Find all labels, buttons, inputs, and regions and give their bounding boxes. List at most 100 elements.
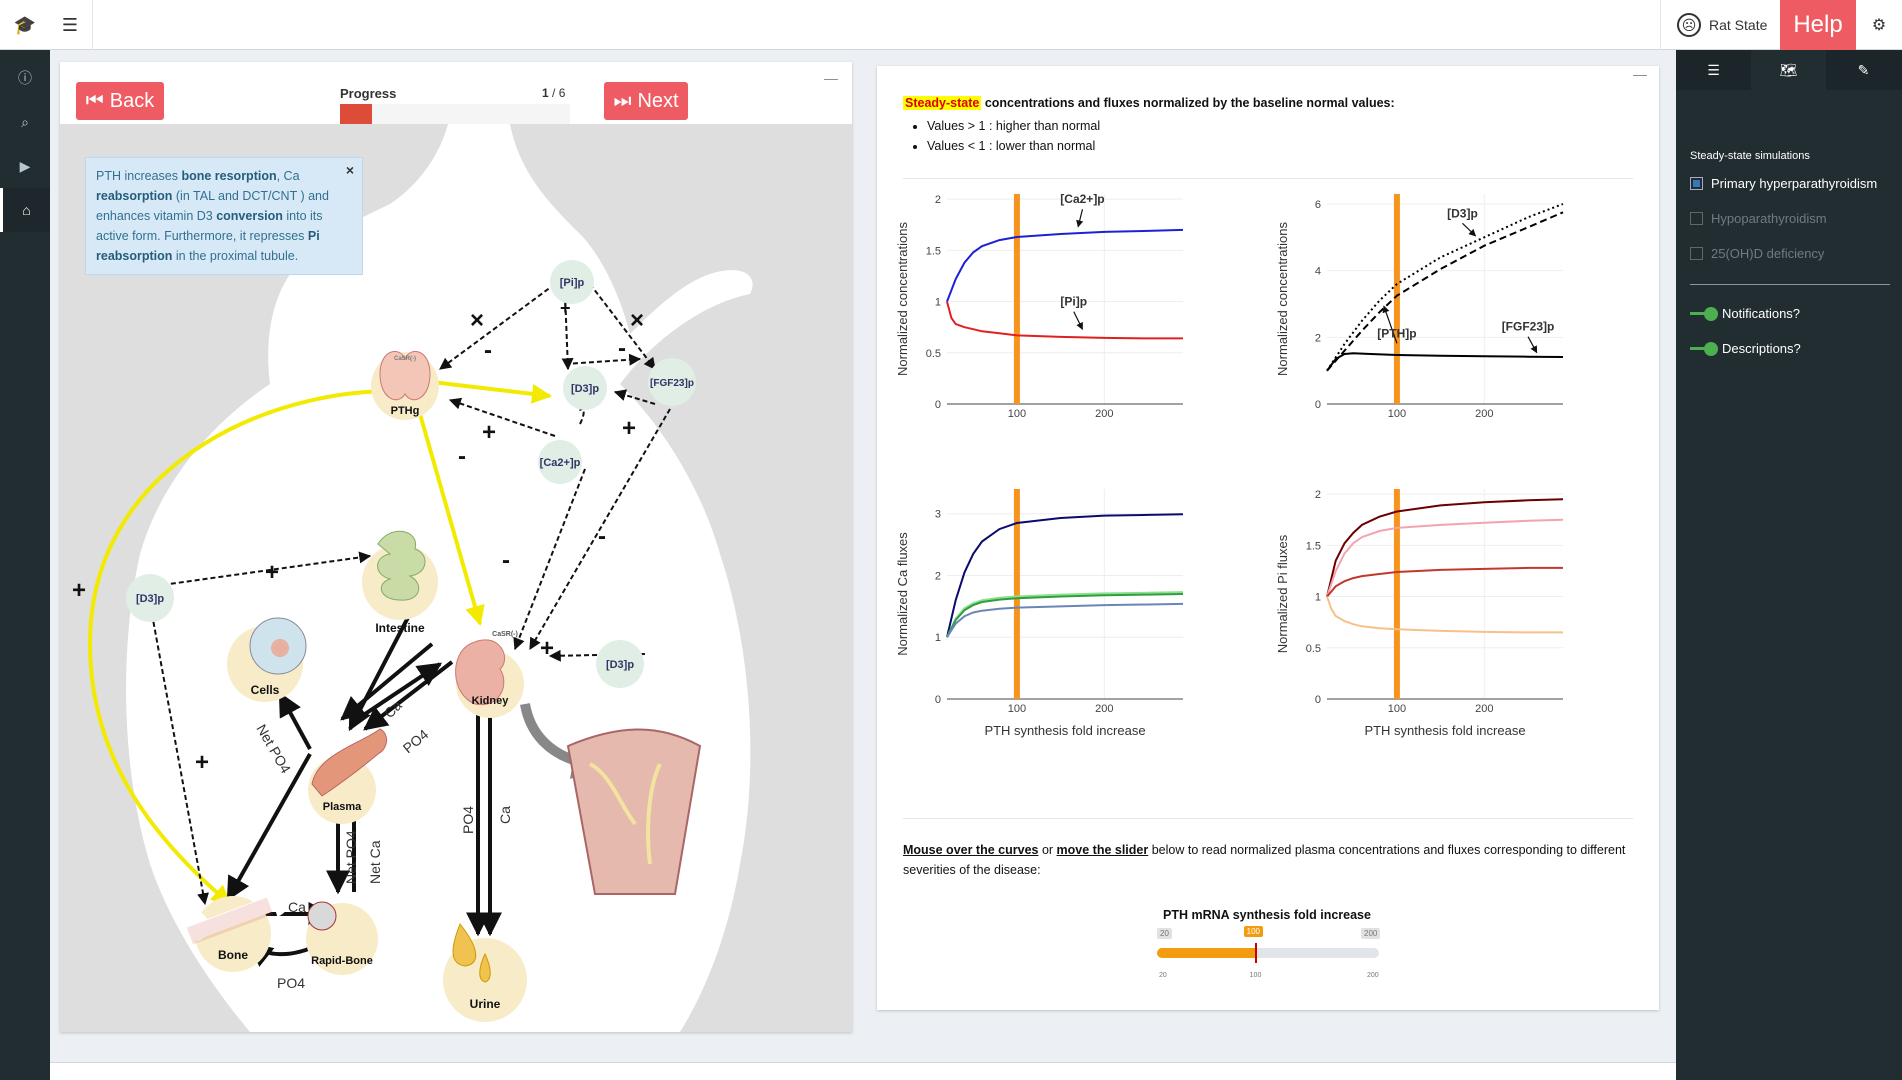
divider <box>1690 284 1890 285</box>
series-line-1[interactable] <box>946 228 1184 302</box>
slider-min-chip: 20 <box>1157 928 1172 939</box>
casr-pthg-label: CaSR(-) <box>394 356 416 362</box>
flux-label: PO4 <box>460 806 476 834</box>
progress-count: 1 / 6 <box>542 86 566 100</box>
sad-face-icon: ☹ <box>1677 13 1701 37</box>
y-tick-label: 0 <box>1315 399 1321 411</box>
fgf23-p-label: [FGF23]p <box>650 378 694 389</box>
sign-label: - <box>598 523 606 550</box>
series-line-4[interactable] <box>946 602 1184 638</box>
series-line-2[interactable] <box>946 591 1184 638</box>
next-label: Next <box>637 89 679 112</box>
graduation-cap-icon[interactable]: 🎓 <box>13 14 37 35</box>
x-axis-label: PTH synthesis fold increase <box>1364 723 1525 738</box>
video-icon[interactable]: ▶ <box>19 157 31 174</box>
cells-label: Cells <box>251 683 280 697</box>
series-line-4[interactable] <box>1326 596 1563 634</box>
urine-drop-icon <box>452 923 477 967</box>
slider-title: PTH mRNA synthesis fold increase <box>1163 908 1371 922</box>
minimize-icon[interactable]: — <box>824 70 838 86</box>
tooltip-emphasis: conversion <box>216 209 283 223</box>
series-line-2[interactable] <box>1326 211 1564 372</box>
series-line-3[interactable] <box>1326 566 1563 598</box>
d3-p-right-node[interactable] <box>596 640 644 688</box>
bone-icon <box>177 885 289 942</box>
rapid-bone-label: Rapid-Bone <box>311 955 373 967</box>
gears-icon[interactable]: ⚙ <box>1871 17 1887 34</box>
minimize-icon[interactable]: — <box>1633 66 1647 82</box>
checkbox[interactable] <box>1690 247 1703 260</box>
annotation-label: [D3]p <box>1447 206 1478 220</box>
close-icon[interactable]: × <box>345 162 354 178</box>
y-tick-label: 0 <box>935 694 941 706</box>
slider-handle[interactable] <box>1254 943 1257 963</box>
chart-2: 100 200 0 2 4 6 Normalized concentrations [D3]p… <box>1275 194 1564 420</box>
urine-drop-icon <box>479 952 491 983</box>
checkbox[interactable] <box>1690 212 1703 225</box>
checkbox[interactable] <box>1690 177 1703 190</box>
pthg-label: PTHg <box>391 405 420 417</box>
fgf23-p-node[interactable] <box>648 358 696 406</box>
ca2-p-node[interactable] <box>538 440 582 484</box>
severity-slider[interactable] <box>1157 943 1379 963</box>
home-icon[interactable]: ⌂ <box>0 188 50 232</box>
x-tick-label: 100 <box>1388 703 1406 715</box>
y-tick-label: 1.5 <box>1306 540 1321 552</box>
series-line-1[interactable] <box>1326 498 1564 597</box>
map-icon[interactable]: 🗺 <box>1751 50 1826 90</box>
plasma-label: Plasma <box>323 801 362 813</box>
bone-label: Bone <box>218 948 248 962</box>
sign-label: + <box>560 298 571 318</box>
annotation-label: [Ca2+]p <box>1060 192 1104 206</box>
help-button[interactable]: Help <box>1780 0 1856 50</box>
ca2-p-label: [Ca2+]p <box>540 457 581 469</box>
series-line-2[interactable] <box>946 301 1183 340</box>
series-line-1[interactable] <box>946 513 1184 638</box>
blood-vessel-icon <box>311 728 387 797</box>
pi-p-node[interactable] <box>550 260 594 304</box>
y-axis-label: Normalized Ca fluxes <box>895 532 910 656</box>
sliders-icon[interactable]: ☰ <box>1707 61 1720 78</box>
option-primary-hyperparathyroidism[interactable]: Primary hyperparathyroidism <box>1690 176 1877 191</box>
step-backward-icon: ⏮ <box>85 89 104 112</box>
hamburger-icon[interactable]: ☰ <box>61 14 79 35</box>
y-tick-label: 2 <box>935 194 941 206</box>
search-icon[interactable]: ⌕ <box>21 113 29 130</box>
thyroid-icon <box>379 350 431 401</box>
flux-label: Net PO4 <box>343 830 359 884</box>
descriptions-toggle[interactable]: Descriptions? <box>1690 341 1801 356</box>
sign-label: - <box>484 337 492 364</box>
paintbrush-icon[interactable]: ✎ <box>1857 61 1870 78</box>
note-rest: below to read normalized plasma concentr… <box>903 843 1626 877</box>
notifications-toggle[interactable]: Notifications? <box>1690 306 1800 321</box>
d3-p-left-label: [D3]p <box>136 593 164 605</box>
d3-p-left-node[interactable] <box>126 574 174 622</box>
top-bar: 🎓 ☰ ☹ Rat State Help ⚙ <box>0 0 1902 50</box>
annotation-label: [PTH]p <box>1377 326 1416 340</box>
y-tick-label: 3 <box>935 509 941 521</box>
info-icon[interactable]: ⓘ <box>18 70 32 86</box>
tooltip-fragment: into its active form. Furthermore, it re… <box>96 209 323 243</box>
back-button[interactable]: ⏮ Back <box>76 82 164 120</box>
sign-label: + <box>265 559 279 586</box>
d3-p-top-node[interactable] <box>563 366 607 410</box>
option-hypoparathyroidism[interactable]: Hypoparathyroidism <box>1690 211 1827 226</box>
option-25ohd-deficiency[interactable]: 25(OH)D deficiency <box>1690 246 1824 261</box>
progress-fill <box>340 104 373 124</box>
series-line-1[interactable] <box>1326 203 1564 372</box>
series-line-2[interactable] <box>1326 518 1564 597</box>
x-tick-label: 100 <box>1008 703 1026 715</box>
sign-label: × <box>630 307 644 334</box>
rat-state-button[interactable]: ☹ Rat State <box>1660 0 1780 50</box>
series-line-3[interactable] <box>1326 352 1564 372</box>
toggle-label: Descriptions? <box>1722 341 1801 356</box>
series-line-3[interactable] <box>946 593 1184 638</box>
tooltip-fragment: PTH increases <box>96 169 182 183</box>
description-tooltip: × PTH increases bone resorption, Ca reab… <box>85 157 363 275</box>
sign-label: - <box>458 443 466 470</box>
rat-state-label: Rat State <box>1709 17 1768 33</box>
annotation-label: [Pi]p <box>1060 295 1087 309</box>
instructions-text: Mouse over the curves or move the slider… <box>903 840 1633 880</box>
next-button[interactable]: ⏭ Next <box>604 82 688 120</box>
